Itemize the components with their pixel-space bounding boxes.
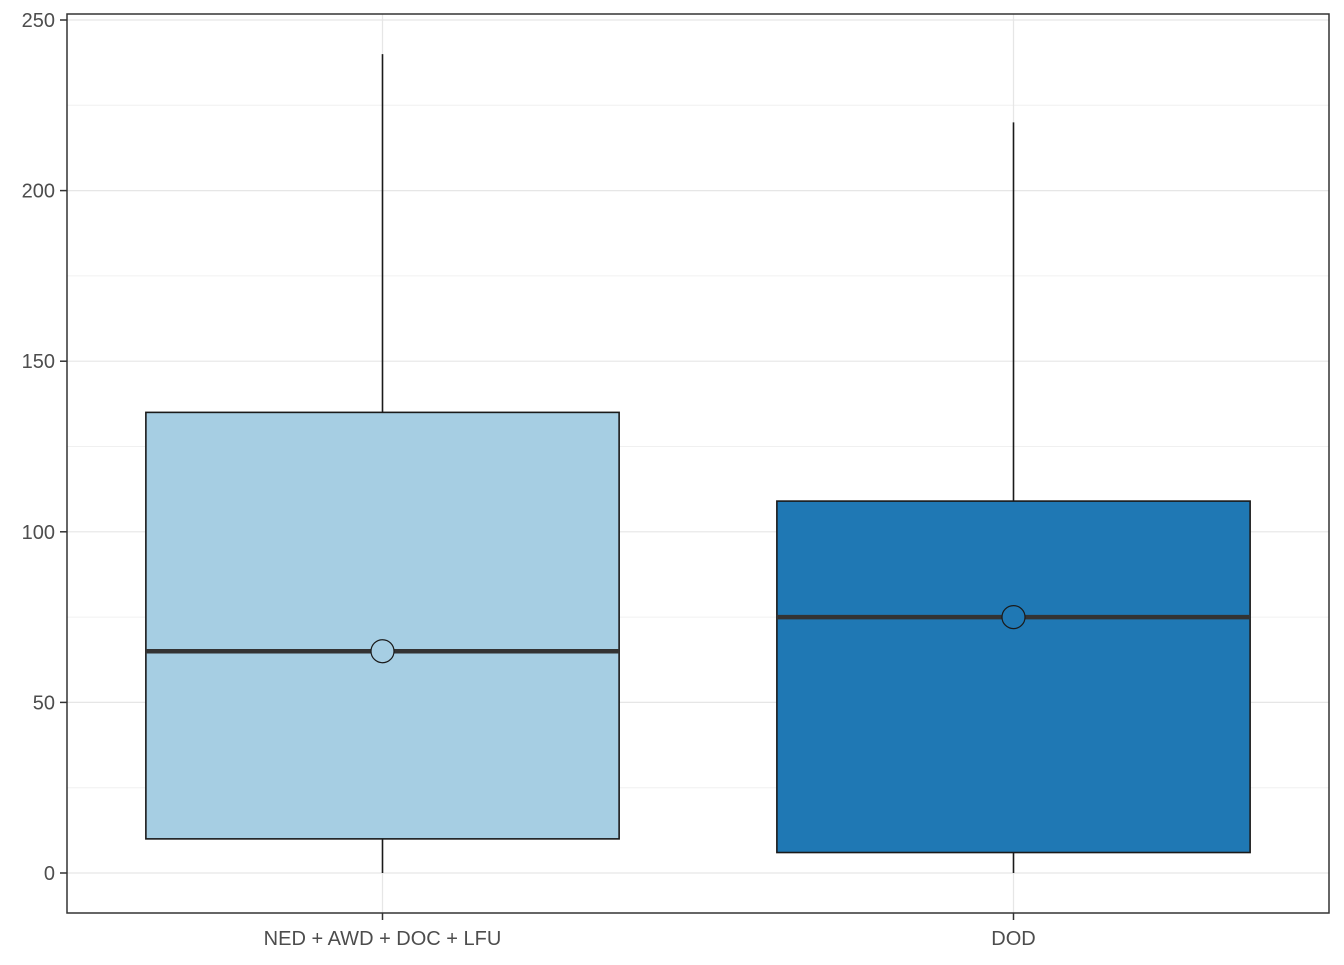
mean-point	[1001, 604, 1026, 630]
box-body	[145, 411, 620, 840]
y-tick-label: 250	[22, 10, 55, 32]
x-tick-label: DOD	[991, 928, 1035, 950]
panel-border	[66, 13, 1330, 914]
y-tick-label: 100	[22, 522, 55, 544]
y-tick-label: 150	[22, 351, 55, 373]
x-axis: NED + AWD + DOC + LFU DOD	[264, 913, 1036, 950]
box-group	[776, 122, 1251, 873]
box-body	[776, 500, 1251, 854]
mean-point	[370, 639, 395, 664]
y-tick-label: 200	[22, 181, 55, 203]
y-tick-label: 50	[33, 692, 55, 714]
y-axis: 0 50 100 150 200 250	[22, 10, 67, 885]
box-series	[145, 54, 1251, 873]
box-group	[145, 54, 620, 873]
x-tick-label: NED + AWD + DOC + LFU	[264, 928, 502, 950]
y-tick-label: 0	[44, 863, 55, 885]
